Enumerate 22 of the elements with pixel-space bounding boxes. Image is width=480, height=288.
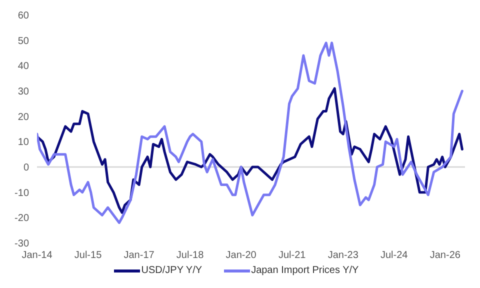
x-tick-label: Jan-26	[430, 250, 461, 262]
y-tick-label: -20	[14, 213, 30, 224]
y-tick-label: -30	[14, 238, 30, 250]
legend-label: Japan Import Prices Y/Y	[251, 265, 359, 276]
y-tick-label: 0	[23, 162, 30, 174]
y-tick-label: 30	[18, 86, 30, 98]
x-tick-label: Jan-20	[226, 250, 257, 262]
y-tick-label: 50	[18, 36, 30, 47]
x-tick-label: Jul-21	[278, 250, 306, 262]
y-tick-label: 20	[18, 112, 30, 123]
y-tick-label: -10	[14, 188, 30, 199]
line-series	[37, 42, 464, 224]
x-tick-label: Jul-24	[380, 250, 408, 262]
y-tick-label: 10	[18, 137, 30, 148]
legend-label: USD/JPY Y/Y	[141, 265, 202, 276]
x-tick-label: Jul-18	[176, 250, 204, 262]
y-tick-label: 60	[18, 10, 30, 22]
x-tick-label: Jan-17	[124, 250, 155, 262]
x-tick-label: Jan-23	[328, 250, 359, 262]
x-tick-label: Jan-14	[22, 250, 53, 262]
y-tick-label: 40	[18, 61, 30, 72]
x-tick-label: Jul-15	[74, 250, 102, 262]
